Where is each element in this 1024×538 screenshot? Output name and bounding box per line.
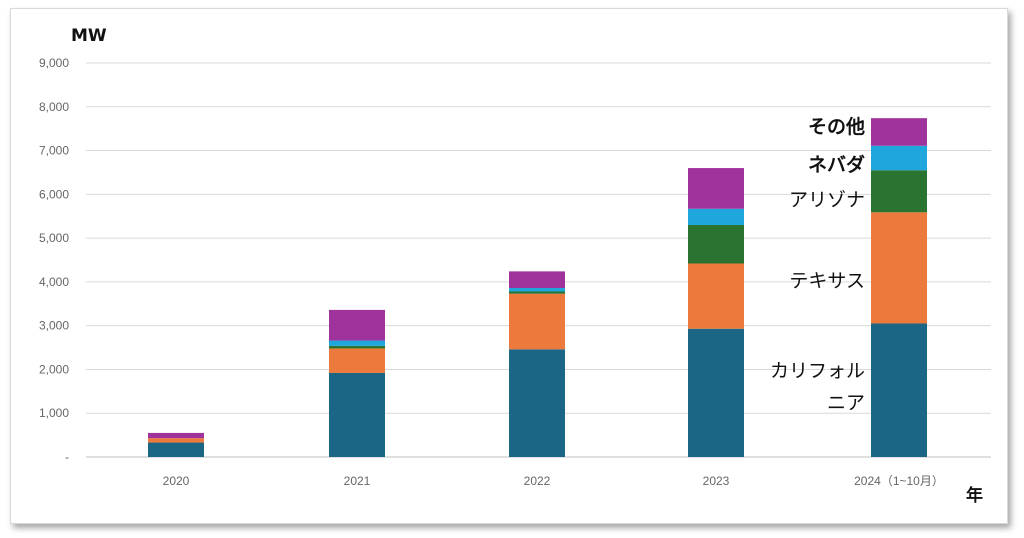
y-tick-label: 1,000	[39, 406, 69, 420]
x-axis-ticks: 2020 2021 2022 2023 2024（1~10月）	[163, 474, 944, 488]
bar-segment	[329, 348, 385, 373]
bar-segment	[329, 345, 385, 349]
bar-segment	[871, 170, 927, 213]
bar-segment	[509, 288, 565, 292]
bar-segment	[329, 309, 385, 341]
bar-segment	[148, 432, 204, 439]
y-tick-label: 9,000	[39, 56, 69, 70]
y-axis-unit: MW	[71, 26, 107, 46]
series-label: テキサス	[789, 270, 865, 292]
x-tick-label: 2024（1~10月）	[854, 474, 944, 488]
y-tick-label: -	[65, 450, 69, 464]
bar-segment	[509, 293, 565, 350]
bar-segment	[509, 349, 565, 457]
series-label: ネバダ	[808, 153, 865, 176]
chart-frame: - 1,000 2,000 3,000 4,000 5,000 6,000 7,000 8,00…	[10, 8, 1008, 524]
series-label: アリゾナ	[789, 189, 865, 211]
bar-segment	[329, 340, 385, 346]
bar-segment	[509, 271, 565, 289]
y-tick-label: 4,000	[39, 275, 69, 289]
bar-segment	[871, 145, 927, 171]
stacked-bar-chart: - 1,000 2,000 3,000 4,000 5,000 6,000 7,000 8,00…	[39, 26, 991, 506]
bar-segment	[329, 372, 385, 457]
y-tick-label: 3,000	[39, 319, 69, 333]
x-axis-unit: 年	[966, 485, 983, 506]
bar-segment	[871, 118, 927, 146]
bars	[148, 118, 927, 457]
y-tick-label: 6,000	[39, 187, 69, 201]
bar-segment	[148, 438, 204, 443]
y-tick-label: 7,000	[39, 144, 69, 158]
x-tick-label: 2020	[163, 474, 190, 488]
y-axis-ticks: - 1,000 2,000 3,000 4,000 5,000 6,000 7,000 8,00…	[39, 56, 69, 464]
bar-segment	[688, 208, 744, 225]
bar-segment	[871, 212, 927, 324]
y-tick-label: 8,000	[39, 100, 69, 114]
bar-segment	[688, 328, 744, 457]
bar-segment	[688, 168, 744, 209]
x-tick-label: 2022	[524, 474, 551, 488]
y-tick-label: 2,000	[39, 362, 69, 376]
bar-segment	[688, 263, 744, 329]
bar-segment	[509, 291, 565, 294]
bar-segment	[148, 442, 204, 457]
series-label: ニア	[827, 392, 865, 414]
series-label: カリフォル	[770, 360, 865, 382]
x-tick-label: 2021	[344, 474, 371, 488]
bar-segment	[871, 323, 927, 457]
y-tick-label: 5,000	[39, 231, 69, 245]
bar-segment	[688, 224, 744, 264]
x-tick-label: 2023	[703, 474, 730, 488]
series-label: その他	[808, 115, 865, 138]
